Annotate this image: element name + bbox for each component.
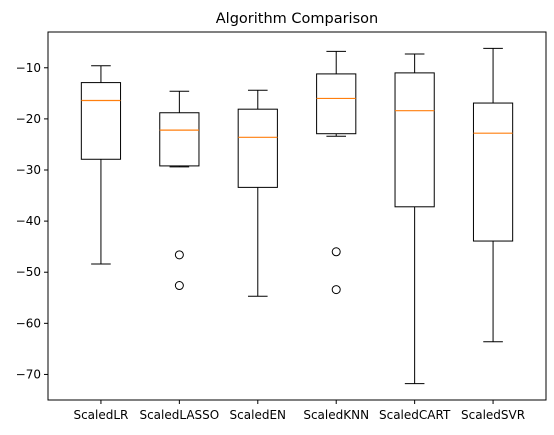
x-tick-label: ScaledLASSO: [139, 408, 219, 422]
y-tick-label: −40: [16, 214, 41, 228]
box-iqr: [394, 72, 435, 208]
plot-area: [80, 47, 514, 385]
x-tick-label: ScaledCART: [379, 408, 451, 422]
y-tick-label: −20: [16, 112, 41, 126]
box-ScaledEN: [237, 89, 278, 297]
box-iqr: [472, 102, 514, 242]
box-iqr: [237, 108, 278, 188]
box-ScaledSVR: [472, 47, 514, 343]
x-axis: ScaledLR ScaledLASSO ScaledEN ScaledKNN Scal…: [73, 400, 525, 422]
box-ScaledKNN: [316, 50, 357, 295]
box-ScaledLASSO: [159, 90, 200, 291]
chart-title: Algorithm Comparison: [216, 11, 378, 27]
box-iqr: [159, 112, 200, 167]
outlier-point: [331, 247, 341, 257]
outlier-point: [331, 285, 341, 295]
x-tick-label: ScaledKNN: [303, 408, 369, 422]
x-tick-label: ScaledSVR: [461, 408, 525, 422]
y-tick-label: −10: [16, 61, 41, 75]
x-tick-label: ScaledLR: [73, 408, 128, 422]
box-ScaledLR: [80, 65, 122, 265]
y-tick-label: −60: [16, 316, 41, 330]
y-tick-label: −30: [16, 163, 41, 177]
outlier-point: [174, 281, 184, 291]
y-axis: −70 −60 −50 −40 −30 −20 −10: [16, 61, 48, 381]
x-tick-label: ScaledEN: [230, 408, 286, 422]
plot-frame: [47, 31, 547, 401]
outlier-point: [174, 250, 184, 260]
box-ScaledCART: [394, 53, 435, 385]
y-tick-label: −70: [16, 367, 41, 381]
y-tick-label: −50: [16, 265, 41, 279]
box-iqr: [316, 73, 357, 135]
box-iqr: [80, 82, 122, 160]
